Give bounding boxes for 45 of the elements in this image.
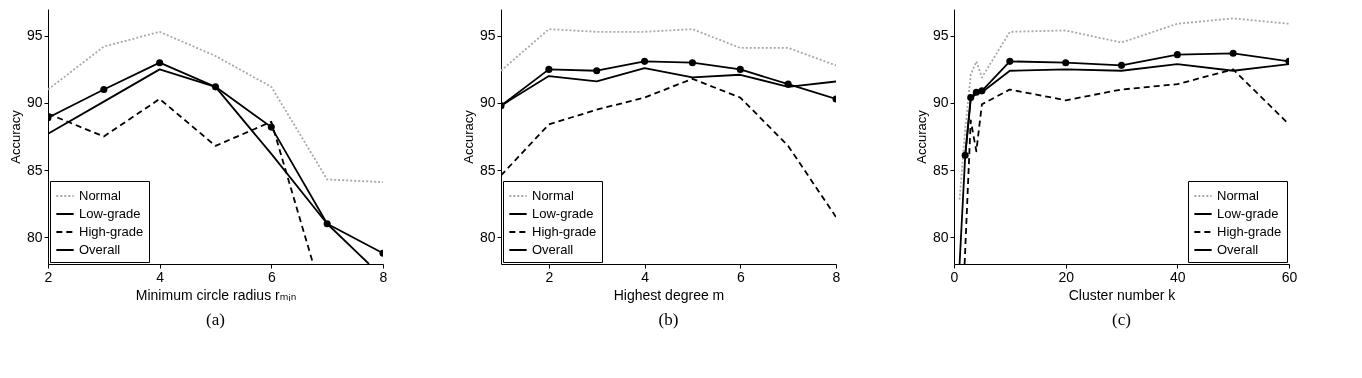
legend-label: Overall (532, 242, 574, 257)
legend-label: Normal (1217, 188, 1260, 203)
x-tick-label: 6 (736, 268, 745, 285)
x-tick-label: 2 (44, 268, 53, 285)
legend-label: Overall (79, 242, 121, 257)
x-tick-label: 4 (156, 268, 165, 285)
x-axis-title: Highest degree m (613, 286, 725, 303)
y-axis-title: Accuracy (913, 109, 929, 164)
y-tick-label: 85 (932, 161, 949, 178)
y-tick-label: 90 (26, 94, 43, 111)
y-tick-label: 90 (479, 94, 496, 111)
y-tick-label: 80 (26, 228, 43, 245)
x-tick-label: 8 (832, 268, 841, 285)
legend-label: Low-grade (79, 206, 141, 221)
legend-label: Low-grade (532, 206, 594, 221)
y-tick-label: 90 (932, 94, 949, 111)
legend-label: High-grade (1217, 224, 1282, 239)
y-tick-label: 95 (26, 27, 43, 44)
y-axis-title: Accuracy (7, 109, 23, 164)
x-tick-label: 20 (1058, 268, 1075, 285)
y-tick-label: 85 (26, 161, 43, 178)
x-tick-label: 6 (267, 268, 276, 285)
x-tick-label: 40 (1170, 268, 1186, 285)
text: (a) (206, 310, 225, 329)
x-axis-title: Cluster number k (1068, 286, 1177, 303)
legend-label: Normal (79, 188, 122, 203)
y-tick-label: 95 (932, 27, 949, 44)
x-tick-label: 60 (1281, 268, 1298, 285)
x-axis-title: Minimum circle radius rₘᵢₙ (135, 286, 297, 303)
text: (c) (1112, 310, 1131, 329)
x-tick-label: 0 (950, 268, 959, 285)
x-tick-label: 2 (545, 268, 554, 285)
x-tick-label: 8 (379, 268, 388, 285)
legend-label: Low-grade (1217, 206, 1279, 221)
x-tick-label: 4 (641, 268, 650, 285)
y-tick-label: 95 (479, 27, 496, 44)
legend-label: High-grade (79, 224, 144, 239)
y-axis-title: Accuracy (460, 109, 476, 164)
text: (b) (658, 310, 679, 329)
legend-label: Normal (532, 188, 575, 203)
legend-label: High-grade (532, 224, 597, 239)
y-tick-label: 80 (932, 228, 949, 245)
legend-label: Overall (1217, 242, 1259, 257)
y-tick-label: 85 (479, 161, 496, 178)
y-tick-label: 80 (479, 228, 496, 245)
